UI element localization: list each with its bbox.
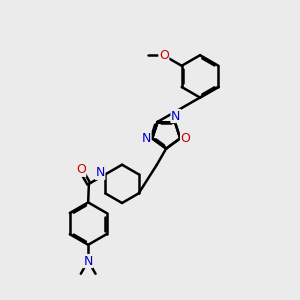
- Text: O: O: [181, 132, 190, 145]
- Text: N: N: [95, 166, 105, 179]
- Text: N: N: [171, 110, 180, 122]
- Text: O: O: [159, 49, 169, 62]
- Text: N: N: [142, 132, 151, 145]
- Text: N: N: [83, 254, 93, 268]
- Text: O: O: [76, 163, 86, 176]
